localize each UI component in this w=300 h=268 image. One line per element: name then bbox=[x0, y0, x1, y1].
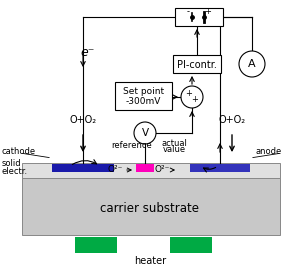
Text: solid: solid bbox=[2, 158, 22, 168]
Bar bbox=[22, 178, 280, 235]
Text: -: - bbox=[186, 8, 189, 17]
Text: O+O₂: O+O₂ bbox=[218, 115, 246, 125]
Text: O²⁻: O²⁻ bbox=[107, 166, 123, 174]
Text: PI-contr.: PI-contr. bbox=[177, 60, 217, 70]
Bar bbox=[115, 82, 172, 110]
Text: heater: heater bbox=[134, 256, 166, 266]
Text: O+O₂: O+O₂ bbox=[69, 115, 97, 125]
Text: +: + bbox=[192, 95, 198, 105]
Bar bbox=[190, 164, 250, 172]
Bar bbox=[75, 237, 117, 253]
Text: actual: actual bbox=[161, 139, 187, 147]
Bar bbox=[22, 163, 280, 178]
Circle shape bbox=[134, 122, 156, 144]
Text: -300mV: -300mV bbox=[126, 98, 161, 106]
Text: cathode: cathode bbox=[2, 147, 36, 157]
Bar bbox=[173, 55, 221, 73]
Text: +: + bbox=[204, 8, 211, 17]
Text: e⁻: e⁻ bbox=[81, 46, 95, 58]
Text: anode: anode bbox=[256, 147, 282, 157]
Text: reference: reference bbox=[112, 140, 152, 150]
Text: value: value bbox=[162, 146, 186, 154]
Text: +: + bbox=[186, 90, 192, 99]
Bar bbox=[52, 164, 114, 172]
Text: electr.: electr. bbox=[2, 166, 28, 176]
Bar bbox=[175, 8, 223, 26]
Text: carrier substrate: carrier substrate bbox=[100, 202, 200, 214]
Text: O²⁻: O²⁻ bbox=[154, 166, 170, 174]
Circle shape bbox=[181, 86, 203, 108]
Bar bbox=[136, 164, 154, 172]
Text: V: V bbox=[141, 128, 148, 138]
Bar bbox=[170, 237, 212, 253]
Circle shape bbox=[239, 51, 265, 77]
Text: A: A bbox=[248, 59, 256, 69]
Text: Set point: Set point bbox=[123, 87, 164, 96]
